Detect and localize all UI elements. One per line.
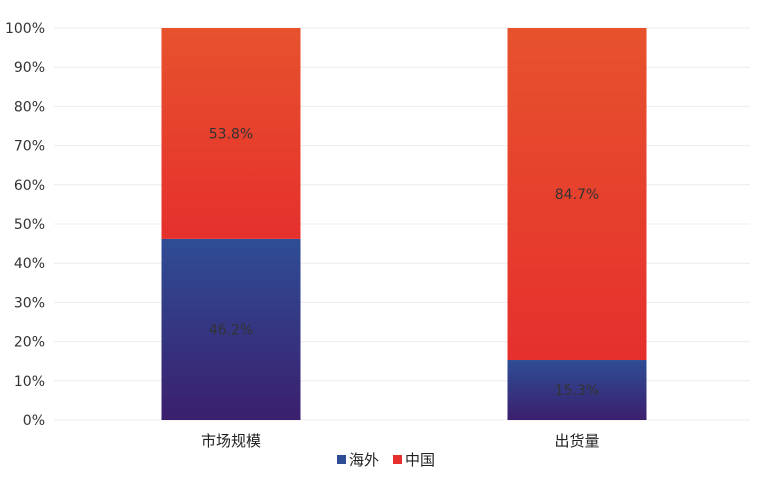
legend-label: 中国: [405, 451, 435, 469]
y-tick-label: 30%: [14, 295, 45, 311]
data-label: 46.2%: [209, 322, 253, 338]
legend: 海外 中国: [337, 451, 435, 469]
bars: [161, 28, 647, 420]
y-tick-label: 80%: [14, 99, 45, 115]
y-tick-label: 90%: [14, 60, 45, 76]
data-label: 84.7%: [555, 187, 599, 203]
y-tick-label: 50%: [14, 217, 45, 233]
legend-swatch: [393, 455, 402, 464]
legend-label: 海外: [349, 451, 379, 469]
y-tick-label: 0%: [23, 413, 45, 429]
x-axis: 市场规模 出货量: [201, 432, 600, 450]
data-label: 15.3%: [555, 383, 599, 399]
bar-segment: [507, 28, 647, 361]
y-axis: 0% 10% 20% 30% 40% 50% 60% 70% 80% 90% 100%: [5, 21, 45, 429]
bar-segment: [507, 360, 647, 420]
bar-segment: [161, 28, 301, 239]
y-tick-label: 40%: [14, 256, 45, 272]
y-tick-label: 70%: [14, 139, 45, 155]
category-label: 市场规模: [201, 432, 261, 450]
legend-swatch: [337, 455, 346, 464]
y-tick-label: 20%: [14, 335, 45, 351]
y-tick-label: 60%: [14, 178, 45, 194]
bar-segment: [161, 238, 301, 420]
y-tick-label: 100%: [5, 21, 45, 37]
category-label: 出货量: [554, 432, 599, 450]
y-tick-label: 10%: [14, 374, 45, 390]
data-label: 53.8%: [209, 126, 253, 142]
data-labels: 46.2% 53.8% 15.3% 84.7%: [209, 126, 599, 399]
